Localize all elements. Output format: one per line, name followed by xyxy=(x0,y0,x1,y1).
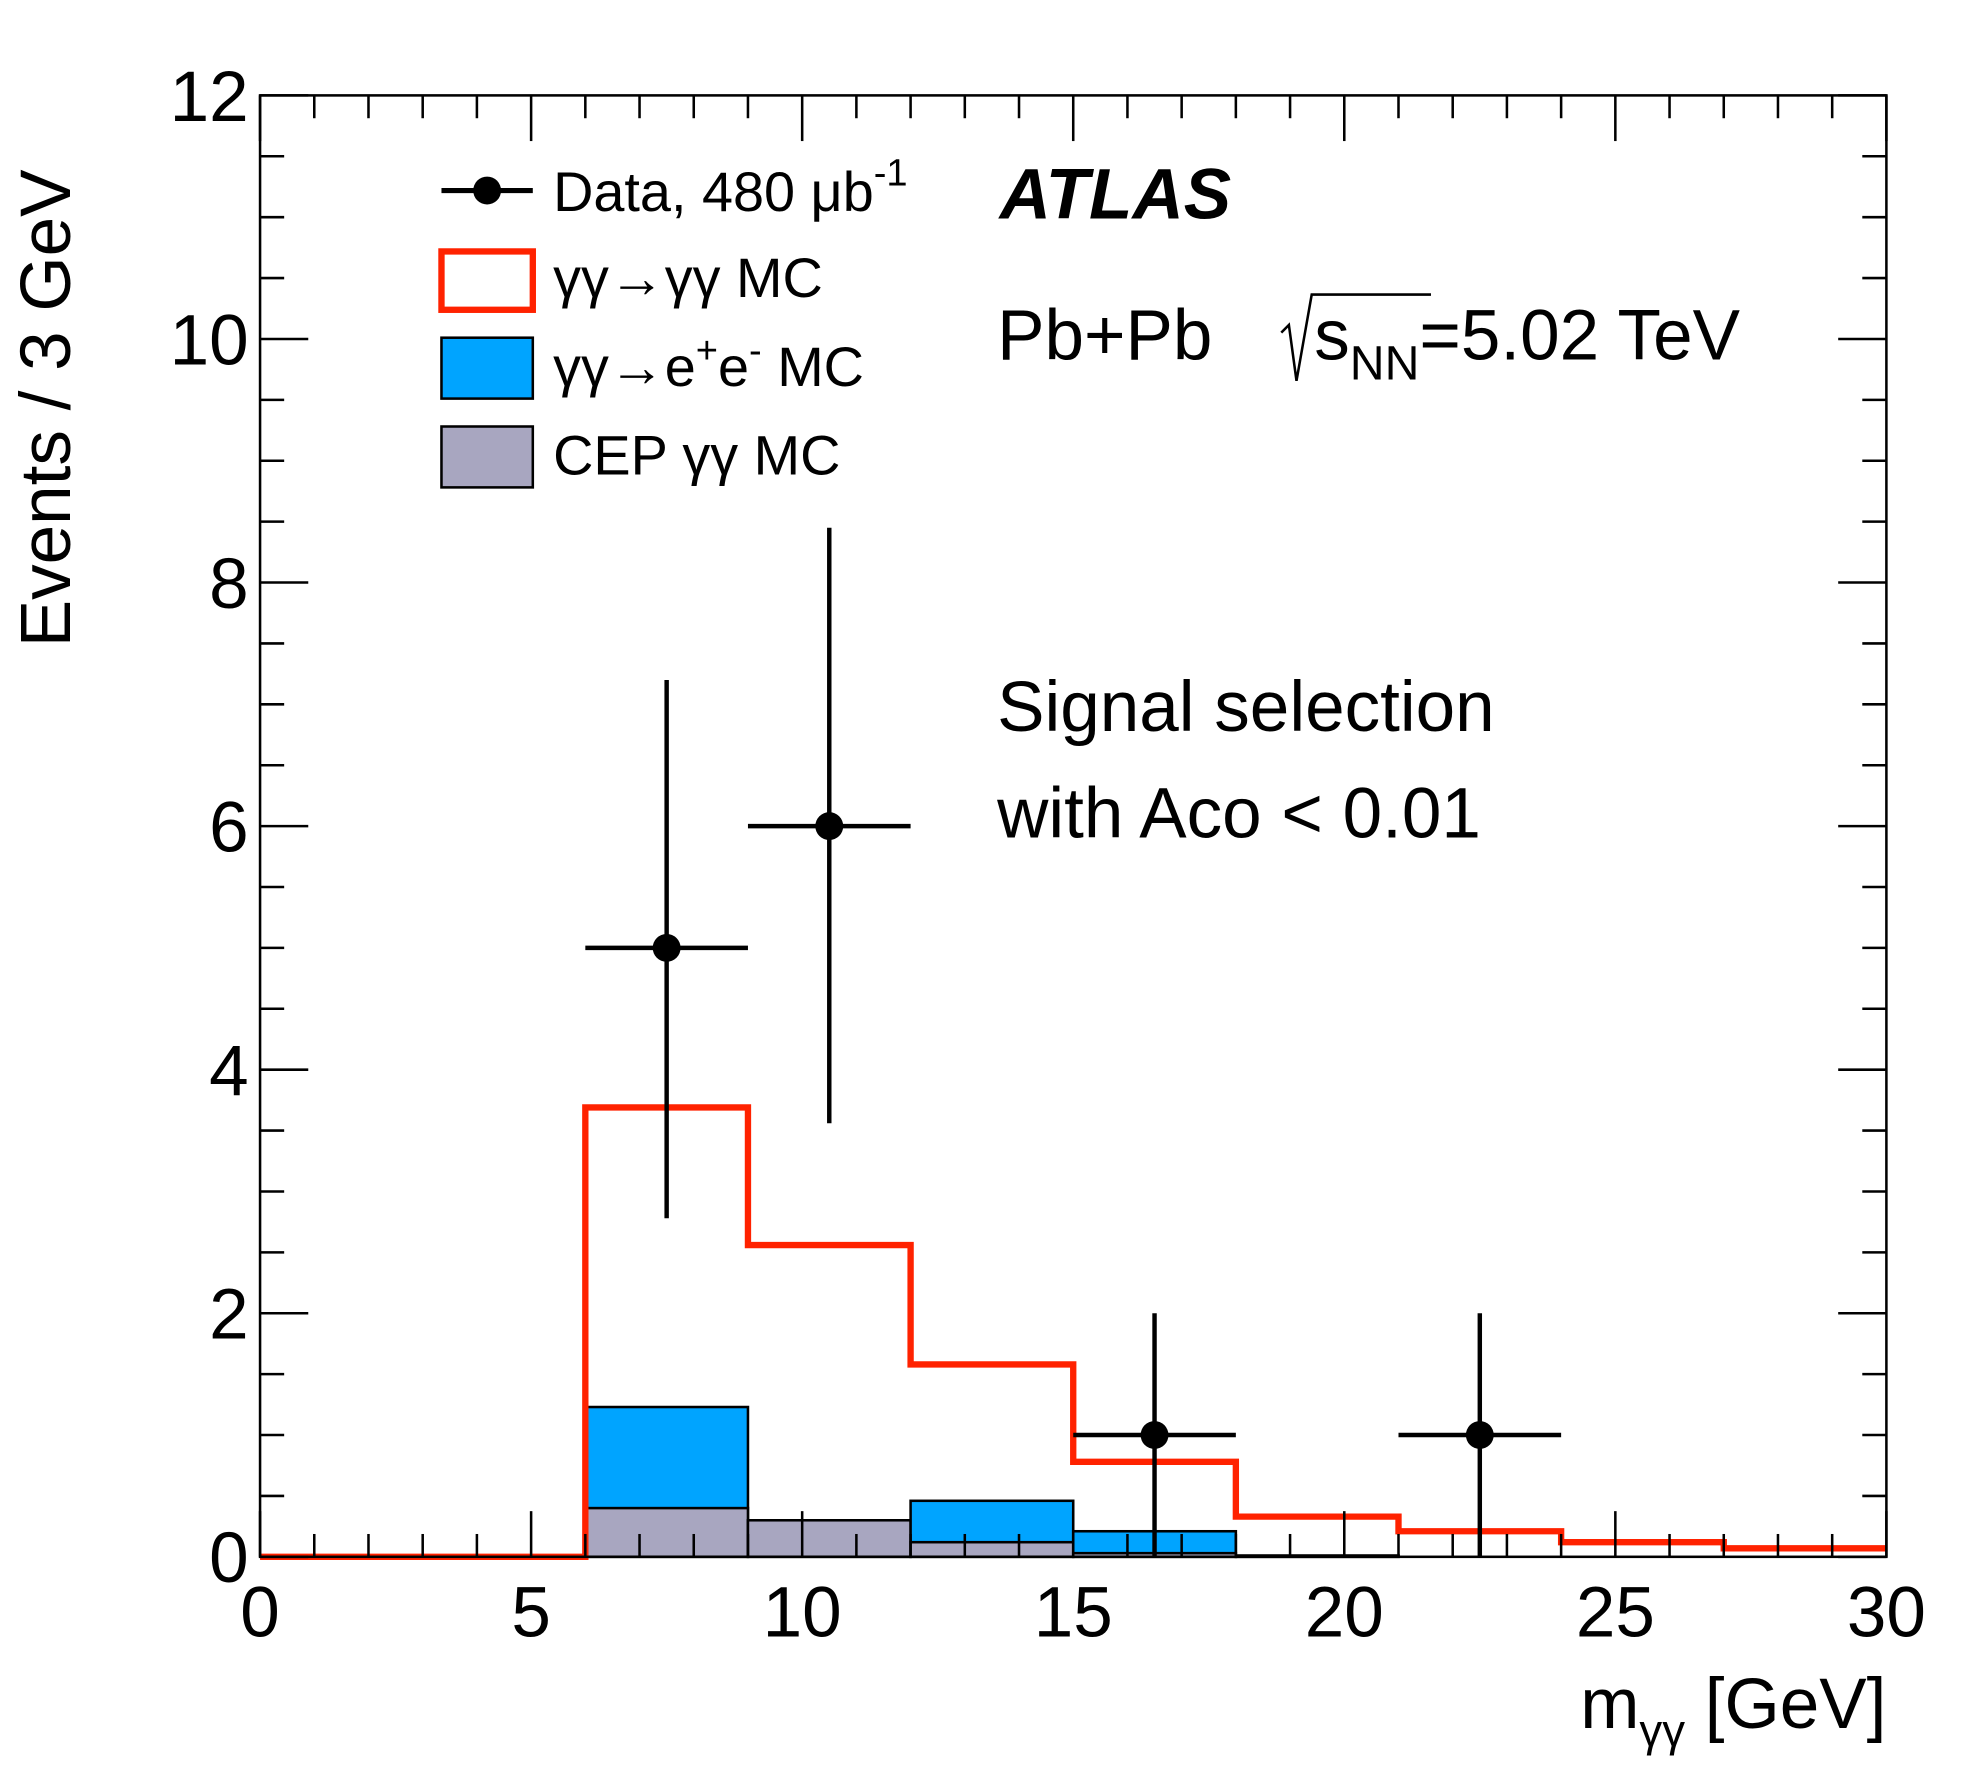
atlas-label: ATLAS xyxy=(998,155,1231,234)
data-point xyxy=(815,812,844,841)
plot-frame xyxy=(258,94,1888,1559)
legend-swatch-ee xyxy=(440,336,535,400)
x-tick-label: 20 xyxy=(1305,1574,1384,1653)
stacked-histograms xyxy=(584,1405,1400,1559)
legend-label-data: Data, 480 μb-1 xyxy=(553,152,908,222)
x-tick-label: 30 xyxy=(1847,1574,1926,1653)
tick-labels: 0 5 10 15 20 25 30 0 2 4 6 8 10 12 xyxy=(170,58,1926,1653)
selection-label-1: Signal selection xyxy=(997,668,1495,747)
data-points xyxy=(585,527,1562,1557)
y-tick-label: 10 xyxy=(170,301,249,380)
legend-swatch-signal xyxy=(438,248,536,313)
legend-label-signal: γγ→γγ MC xyxy=(553,246,823,309)
y-tick-label: 2 xyxy=(209,1276,249,1355)
data-point xyxy=(1465,1421,1494,1449)
x-tick-label: 5 xyxy=(511,1574,551,1653)
x-tick-label: 15 xyxy=(1034,1574,1113,1653)
legend-marker-data xyxy=(473,176,502,205)
x-tick-label: 10 xyxy=(763,1574,842,1653)
svg-text:Pb+Pb: Pb+Pb xyxy=(997,296,1212,375)
x-tick-label: 0 xyxy=(240,1574,280,1653)
energy-label: Pb+Pb sNN=5.02 TeV xyxy=(997,293,1741,391)
x-axis-label: mγγ [GeV] xyxy=(1580,1665,1886,1756)
signal-step-line xyxy=(260,1104,1887,1560)
legend: Data, 480 μb-1 γγ→γγ MC γγ→e+e- MC CEP γ… xyxy=(438,152,908,489)
y-tick-label: 6 xyxy=(209,788,249,867)
y-tick-label: 4 xyxy=(209,1032,249,1111)
y-tick-label: 12 xyxy=(170,58,249,137)
legend-label-cep: CEP γγ MC xyxy=(553,424,840,487)
svg-text:sNN=5.02 TeV: sNN=5.02 TeV xyxy=(1314,296,1740,390)
y-tick-label: 0 xyxy=(209,1519,249,1598)
legend-label-ee: γγ→e+e- MC xyxy=(553,330,864,398)
cep-bar xyxy=(584,1506,750,1559)
data-point xyxy=(652,933,681,962)
y-axis-label: Events / 3 GeV xyxy=(7,169,86,647)
selection-label-2: with Aco < 0.01 xyxy=(996,775,1481,854)
x-tick-label: 25 xyxy=(1576,1574,1655,1653)
signal-step xyxy=(260,1104,1887,1560)
sqrt-icon xyxy=(1280,293,1431,382)
cep-bar xyxy=(746,1519,912,1559)
cep-bar xyxy=(909,1540,1075,1559)
legend-swatch-cep xyxy=(440,425,535,489)
y-tick-label: 8 xyxy=(209,545,249,624)
data-point xyxy=(1140,1421,1169,1449)
